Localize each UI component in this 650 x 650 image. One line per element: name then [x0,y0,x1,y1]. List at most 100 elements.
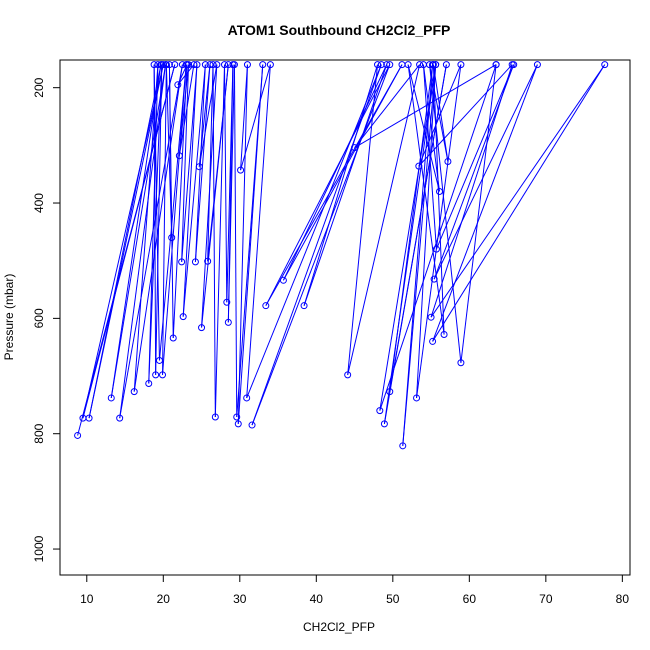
x-tick-label: 60 [463,592,477,606]
series-line-segment [389,64,447,392]
series-line-segment [198,64,218,167]
data-point [248,421,256,429]
series-line-segment [407,64,440,192]
data-point [201,61,209,69]
series-line-segment [303,64,388,306]
data-point [185,61,193,69]
series-line-segment [432,64,449,162]
data-point [457,61,465,69]
series-line-segment [233,64,238,417]
series-line-segment [407,64,445,335]
data-point [165,61,173,69]
data-point [158,61,166,69]
y-tick-label: 200 [32,77,46,97]
data-point [155,356,163,364]
data-point [190,61,198,69]
data-point [435,187,443,195]
data-point [213,61,221,69]
series-line-segment [237,64,264,424]
series-line-segment [212,64,216,417]
series-line-segment [246,64,271,398]
series-line-segment [282,64,388,281]
data-point [224,318,232,326]
data-point [85,414,93,422]
series-line-segment [416,64,437,398]
data-point [150,61,158,69]
data-point [374,61,382,69]
series-line-segment [433,64,515,280]
data-point [262,302,270,310]
data-point [429,337,437,345]
data-point [209,61,217,69]
series-line-segment [251,64,382,426]
series-line-segment [432,64,606,342]
data-point [377,61,385,69]
data-point [344,371,352,379]
series-line-segment [153,64,157,375]
data-point [300,302,308,310]
data-point [259,61,267,69]
data-point [233,413,241,421]
data-point [178,258,186,266]
series-line-segment [347,64,379,375]
series-line-segment [162,64,167,375]
data-point [243,394,251,402]
data-point [386,388,394,396]
y-tick-label: 1000 [32,535,46,562]
series-line-segment [429,64,449,162]
data-point [223,298,231,306]
data-point [174,81,182,89]
data-point [415,162,423,170]
data-point [171,61,179,69]
x-tick-label: 20 [157,592,171,606]
data-point [492,61,500,69]
data-point [169,334,177,342]
series-line-segment [227,64,235,323]
series-line-segment [178,64,190,156]
series-line-segment [110,64,162,399]
data-point [211,413,219,421]
data-point [510,61,518,69]
data-point [145,380,153,388]
chart-title: ATOM1 Southbound CH2Cl2_PFP [228,22,451,38]
series-line-segment [246,64,382,399]
series-line-segment [82,64,164,419]
data-point [383,61,391,69]
series-line-segment [416,64,462,399]
data-point [399,442,407,450]
data-point [107,394,115,402]
series-line-segment [181,64,198,262]
y-tick-label: 600 [32,308,46,328]
data-point [266,61,274,69]
data-point [221,61,228,69]
series-line-segment [433,64,538,280]
data-point [601,61,609,69]
data-point [179,313,187,321]
data-point [130,388,138,396]
x-axis-label: CH2Cl2_PFP [303,620,375,634]
data-point [386,61,394,69]
data-point [533,61,541,69]
data-point [444,158,452,165]
data-point [376,407,384,415]
series-line-segment [422,64,440,192]
series-line-segment [422,64,437,250]
series-line-segment [194,64,206,262]
data-point [432,245,440,253]
data-point [116,414,124,422]
series-line-segment [88,64,162,419]
series-line-segment [172,64,188,338]
x-tick-label: 70 [539,592,553,606]
series-line-segment [432,64,538,342]
data-point [162,61,170,69]
data-point [74,431,82,439]
series-line-segment [168,64,174,338]
series-line-segment [237,64,248,424]
data-point [404,61,412,69]
data-point [230,61,238,69]
series-line-segment [224,64,228,303]
series-line-segment [303,64,378,306]
data-point [430,275,438,283]
series-line-segment [148,64,159,384]
data-point [440,331,448,339]
